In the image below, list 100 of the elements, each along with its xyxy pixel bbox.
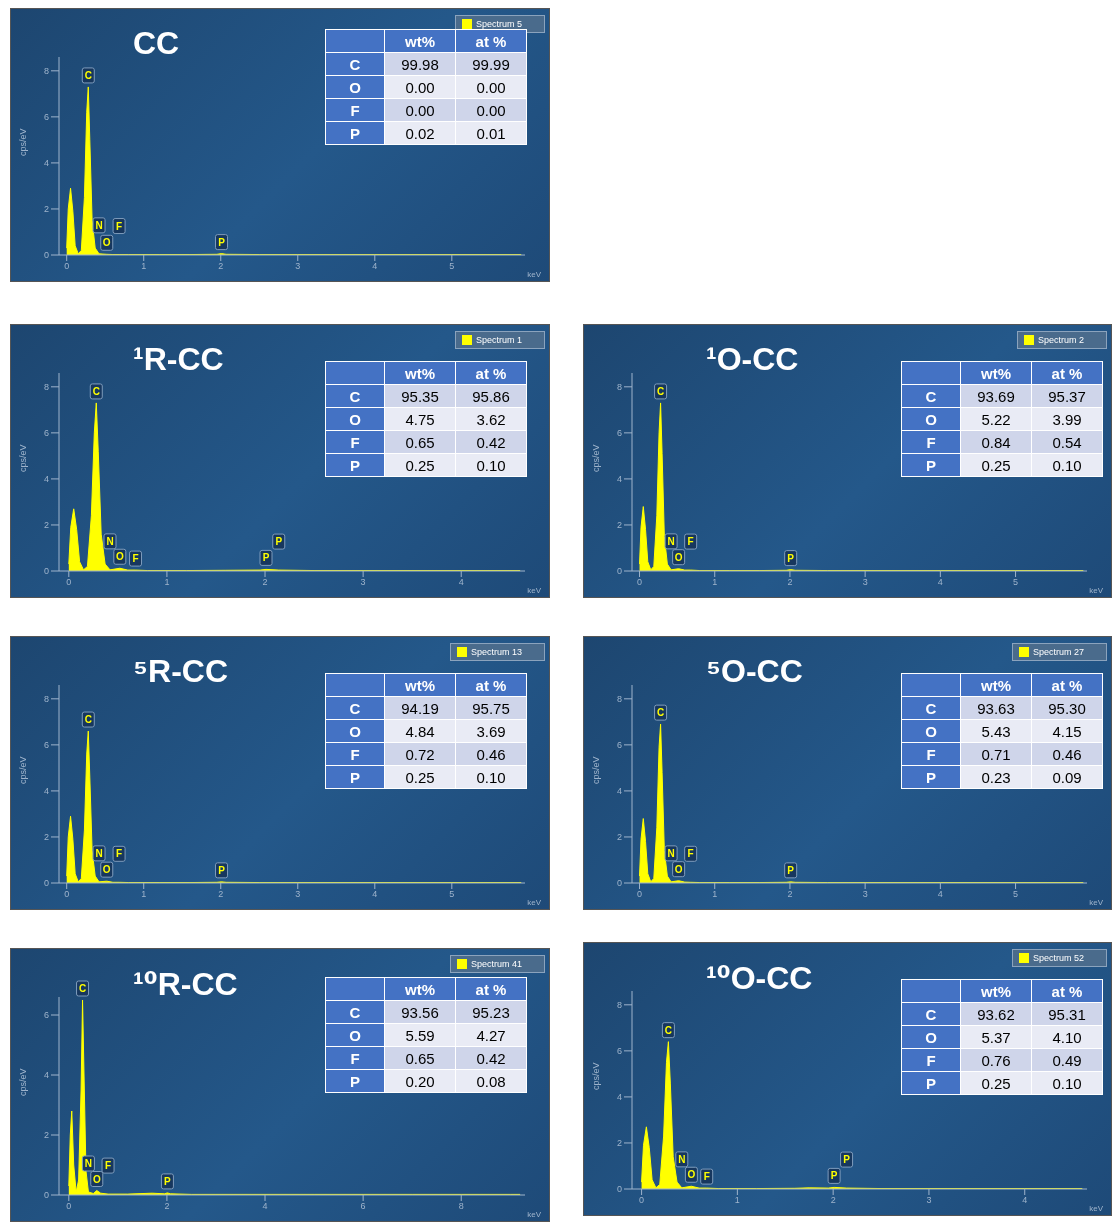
legend-label: Spectrum 13: [470, 647, 522, 657]
annotation: 95.35: [384, 384, 456, 408]
x-tick-label: 6: [360, 1201, 366, 1212]
y-tick-label: 2: [43, 832, 49, 843]
annotation: 0.72: [384, 742, 456, 766]
annotation: F: [687, 536, 694, 548]
x-tick-label: 4: [1022, 1195, 1028, 1206]
annotation: 0.65: [384, 430, 456, 454]
y-tick-label: 6: [616, 1046, 622, 1057]
chart-title: ¹O-CC: [706, 341, 799, 378]
annotation: 95.86: [455, 384, 527, 408]
legend-label: Spectrum 41: [470, 959, 522, 969]
y-tick-label: 2: [616, 1138, 622, 1149]
annotation: C: [901, 384, 961, 408]
x-tick-label: 1: [141, 889, 147, 900]
annotation: 5.43: [960, 719, 1032, 743]
y-axis-title: cps/eV: [18, 756, 29, 784]
annotation: P: [325, 121, 385, 145]
annotation: F: [325, 1046, 385, 1070]
y-axis-title: cps/eV: [18, 444, 29, 472]
x-axis-title: keV: [527, 270, 542, 279]
legend-label: Spectrum 52: [1032, 953, 1084, 963]
annotation: at %: [455, 361, 527, 385]
annotation: C: [325, 52, 385, 76]
x-tick-label: 4: [262, 1201, 268, 1212]
annotation: P: [901, 765, 961, 789]
x-tick-label: 1: [734, 1195, 740, 1206]
y-tick-label: 0: [43, 878, 49, 889]
annotation: 5.22: [960, 407, 1032, 431]
annotation: P: [901, 1071, 961, 1095]
x-tick-label: 0: [637, 577, 643, 588]
annotation: 0.25: [384, 765, 456, 789]
annotation: 99.98: [384, 52, 456, 76]
legend-label: Spectrum 2: [1037, 335, 1084, 345]
x-tick-label: 2: [218, 889, 224, 900]
annotation: 4.15: [1031, 719, 1103, 743]
x-tick-label: 5: [449, 889, 455, 900]
annotation: F: [901, 1048, 961, 1072]
annotation: at %: [455, 977, 527, 1001]
x-tick-label: 3: [295, 261, 301, 272]
y-tick-label: 4: [616, 1092, 622, 1103]
x-tick-label: 0: [66, 1201, 72, 1212]
annotation: P: [325, 453, 385, 477]
annotation: wt%: [384, 361, 456, 385]
annotation: F: [901, 430, 961, 454]
annotation: 0.84: [960, 430, 1032, 454]
annotation: 93.69: [960, 384, 1032, 408]
annotation: wt%: [960, 361, 1032, 385]
y-tick-label: 2: [616, 832, 622, 843]
x-tick-label: 0: [66, 577, 72, 588]
annotation: 0.25: [960, 453, 1032, 477]
annotation: C: [325, 384, 385, 408]
annotation: P: [164, 1175, 172, 1187]
y-tick-label: 0: [43, 250, 49, 261]
y-tick-label: 6: [43, 1010, 49, 1021]
y-tick-label: 2: [43, 520, 49, 531]
chart-title: ⁵R-CC: [133, 653, 229, 690]
annotation: 3.62: [455, 407, 527, 431]
annotation: 0.42: [455, 430, 527, 454]
x-tick-label: 2: [830, 1195, 836, 1206]
annotation: 0.09: [1031, 765, 1103, 789]
annotation: O: [325, 1023, 385, 1047]
annotation: 95.30: [1031, 696, 1103, 720]
x-tick-label: 3: [360, 577, 366, 588]
x-tick-label: 1: [712, 889, 718, 900]
annotation: 95.23: [455, 1000, 527, 1024]
annotation: 93.62: [960, 1002, 1032, 1026]
x-axis-title: keV: [527, 586, 542, 595]
chart-title: ¹R-CC: [133, 341, 224, 378]
x-tick-label: 3: [926, 1195, 932, 1206]
annotation: 93.56: [384, 1000, 456, 1024]
y-tick-label: 2: [616, 520, 622, 531]
y-tick-label: 8: [43, 694, 49, 705]
x-tick-label: 3: [862, 889, 868, 900]
annotation: 93.63: [960, 696, 1032, 720]
x-tick-label: 4: [372, 889, 378, 900]
annotation: 5.59: [384, 1023, 456, 1047]
x-tick-label: 4: [372, 261, 378, 272]
annotation: 0.46: [455, 742, 527, 766]
annotation: O: [325, 719, 385, 743]
annotation: P: [325, 765, 385, 789]
x-axis-title: keV: [527, 1210, 542, 1219]
annotation: 3.99: [1031, 407, 1103, 431]
annotation: 3.69: [455, 719, 527, 743]
x-tick-label: 2: [218, 261, 224, 272]
text: at %: [475, 32, 507, 50]
annotation: O: [901, 407, 961, 431]
annotation: 0.54: [1031, 430, 1103, 454]
annotation: F: [687, 848, 694, 860]
annotation: 0.20: [384, 1069, 456, 1093]
y-axis-title: cps/eV: [18, 128, 29, 156]
annotation: F: [116, 220, 123, 232]
annotation: O: [901, 1025, 961, 1049]
y-tick-label: 4: [43, 474, 49, 485]
annotation: F: [325, 742, 385, 766]
x-tick-label: 5: [1013, 577, 1019, 588]
annotation: O: [901, 719, 961, 743]
y-tick-label: 8: [616, 1000, 622, 1011]
annotation: 4.75: [384, 407, 456, 431]
annotation: 0.42: [455, 1046, 527, 1070]
